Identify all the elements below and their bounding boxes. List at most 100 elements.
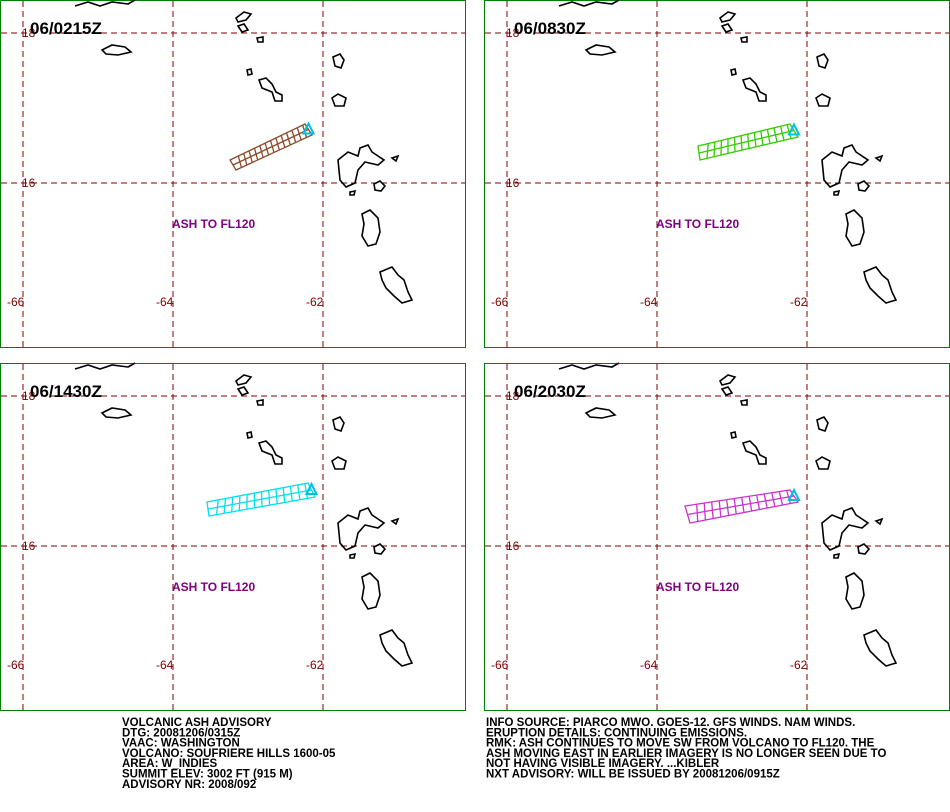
plume-hatch [248, 150, 253, 163]
plume-hatch [703, 503, 707, 521]
plume-hatch [291, 130, 297, 143]
ash-plume [684, 489, 800, 524]
plume-outline [206, 482, 316, 517]
map-panel: 18 16 -66 -64 -62 ASH TO FL120 06/1430Z [0, 362, 466, 711]
volcano-marker [301, 121, 316, 135]
plume-hatch [713, 141, 716, 157]
advisory-line: VOLCANO: SOUFRIERE HILLS 1600-05 [122, 748, 336, 760]
plume-hatch [711, 501, 714, 519]
plume-hatch [726, 499, 730, 516]
ash-plume [697, 123, 800, 161]
advisory-line: AREA: W_INDIES [122, 758, 218, 770]
ash-plume [229, 123, 313, 171]
advisory-line: VOLCANIC ASH ADVISORY [122, 717, 272, 729]
plume-hatch [786, 490, 791, 504]
lon-label: -64 [640, 658, 658, 672]
lat-label: 18 [506, 26, 520, 40]
lat-label: 18 [22, 389, 36, 403]
lat-label: 16 [22, 176, 36, 190]
map-panel: 18 16 -66 -64 -62 ASH TO FL120 06/2030Z [484, 362, 950, 711]
plume-hatch [748, 496, 753, 512]
plume-hatch [237, 155, 243, 168]
plume-hatch [282, 487, 286, 503]
ash-label: ASH TO FL120 [656, 217, 739, 231]
plume-hatch [773, 127, 778, 143]
valid-time: 06/2030Z [514, 382, 586, 401]
plume-hatch [696, 504, 699, 522]
advisory-line: NOT HAVING VISIBLE IMAGERY. ...KIBLER [486, 758, 720, 770]
lon-label: -66 [7, 295, 25, 309]
ash-plume [206, 482, 316, 517]
lat-label: 16 [506, 176, 520, 190]
advisory-line: DTG: 20081206/0315Z [122, 727, 240, 739]
lon-label: -62 [790, 295, 808, 309]
volcano-marker [787, 487, 801, 501]
lon-label: -64 [156, 295, 174, 309]
plume-hatch [285, 132, 291, 146]
plume-hatch [259, 145, 264, 158]
plume-hatch [231, 497, 234, 512]
plume-hatch [264, 142, 270, 156]
plume-hatch [771, 492, 776, 507]
advisory-line: NXT ADVISORY: WILL BE ISSUED BY 20081206… [486, 769, 780, 781]
lon-label: -66 [7, 658, 25, 672]
advisory-line: ERUPTION DETAILS: CONTINUING EMISSIONS. [486, 727, 747, 739]
lon-label: -62 [306, 295, 324, 309]
plume-hatch [778, 491, 784, 506]
plume-outline [684, 489, 800, 524]
plume-hatch [786, 124, 792, 139]
plume-hatch [304, 483, 309, 499]
plume-hatch [760, 130, 764, 146]
lon-label: -64 [640, 295, 658, 309]
plume-hatch [740, 135, 743, 151]
plume-hatch [296, 127, 302, 141]
lat-label: 16 [22, 539, 36, 553]
plume-hatch [289, 486, 293, 502]
plume-hatch [269, 140, 275, 153]
plume-hatch [275, 488, 278, 504]
map-panel: 18 16 -66 -64 -62 ASH TO FL120 06/0215Z [0, 0, 466, 348]
advisory-line: SUMMIT ELEV: 3002 FT (915 M) [122, 769, 293, 781]
volcano-marker [304, 481, 319, 495]
panel-border [0, 0, 466, 348]
plume-hatch [763, 493, 768, 509]
advisory-line: VAAC: WASHINGTON [122, 738, 240, 750]
plume-hatch [238, 495, 241, 511]
plume-hatch [280, 135, 286, 148]
plume-outline [229, 123, 313, 171]
plume-hatch [741, 497, 745, 513]
plume-hatch [253, 148, 259, 161]
plume-hatch [718, 500, 722, 518]
lat-label: 16 [506, 539, 520, 553]
lon-label: -64 [156, 658, 174, 672]
lon-label: -62 [790, 658, 808, 672]
plume-hatch [243, 153, 248, 166]
plume-outline [697, 123, 800, 161]
lat-label: 18 [22, 26, 36, 40]
ash-label: ASH TO FL120 [172, 217, 255, 231]
plume-hatch [747, 134, 750, 149]
map-panel: 18 16 -66 -64 -62 ASH TO FL120 06/0830Z [484, 0, 950, 348]
advisory-line: INFO SOURCE: PIARCO MWO. GOES-12. GFS WI… [486, 717, 855, 729]
lon-label: -62 [306, 658, 324, 672]
lon-label: -66 [491, 295, 509, 309]
lat-label: 18 [506, 389, 520, 403]
advisory-line: ASH MOVING EAST IN EARLIER IMAGERY IS NO… [486, 748, 886, 760]
plume-hatch [223, 498, 227, 514]
plume-hatch [753, 132, 757, 147]
lon-label: -66 [491, 658, 509, 672]
volcano-marker [787, 122, 801, 136]
advisory-line: ADVISORY NR: 2008/092 [122, 779, 256, 791]
plume-hatch [779, 126, 785, 141]
valid-time: 06/1430Z [30, 382, 102, 401]
valid-time: 06/0215Z [30, 19, 102, 38]
panel-border [484, 0, 950, 348]
panel-border [484, 363, 950, 711]
valid-time: 06/0830Z [514, 19, 586, 38]
plume-hatch [296, 484, 301, 500]
plume-hatch [268, 490, 271, 506]
ash-label: ASH TO FL120 [172, 580, 255, 594]
ash-label: ASH TO FL120 [656, 580, 739, 594]
plume-hatch [706, 143, 709, 159]
